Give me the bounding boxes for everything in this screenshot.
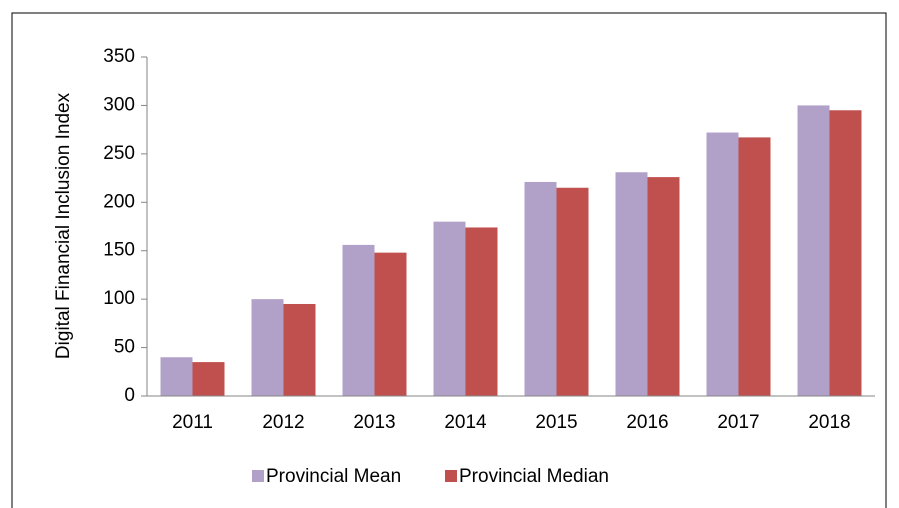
x-tick-label: 2015: [535, 412, 577, 433]
bar: [192, 362, 225, 396]
bar: [615, 172, 648, 396]
bar: [829, 110, 862, 397]
bar: [797, 105, 830, 396]
legend-swatch: [445, 470, 457, 482]
bar: [251, 299, 284, 396]
bar: [647, 177, 680, 396]
bar: [433, 221, 466, 396]
y-tick-label: 200: [103, 191, 135, 212]
legend-label: Provincial Mean: [266, 466, 401, 487]
bar: [738, 137, 771, 397]
x-tick-label: 2014: [444, 412, 487, 433]
legend-swatch: [252, 470, 264, 482]
bar: [283, 303, 316, 396]
bar: [706, 132, 739, 396]
y-tick-label: 150: [103, 240, 135, 261]
x-tick-label: 2013: [353, 412, 395, 433]
x-tick-label: 2018: [808, 412, 850, 433]
x-tick-label: 2011: [172, 412, 213, 433]
bar: [374, 252, 407, 396]
y-tick-label: 300: [103, 94, 135, 115]
y-axis-label: Digital Financial Inclusion Index: [53, 92, 74, 359]
frame: [11, 12, 887, 508]
x-tick-label: 2016: [626, 412, 668, 433]
x-tick-label: 2017: [717, 412, 759, 433]
x-tick-label: 2012: [262, 412, 304, 433]
bar: [556, 187, 589, 396]
y-tick-label: 50: [114, 337, 135, 358]
bar: [465, 227, 498, 396]
y-tick-label: 0: [124, 385, 135, 406]
bar: [524, 181, 557, 396]
bar: [342, 244, 375, 396]
y-tick-label: 350: [103, 46, 135, 67]
bar: [160, 357, 193, 396]
legend-label: Provincial Median: [459, 466, 609, 487]
y-tick-label: 250: [103, 143, 135, 164]
y-tick-label: 100: [103, 288, 135, 309]
